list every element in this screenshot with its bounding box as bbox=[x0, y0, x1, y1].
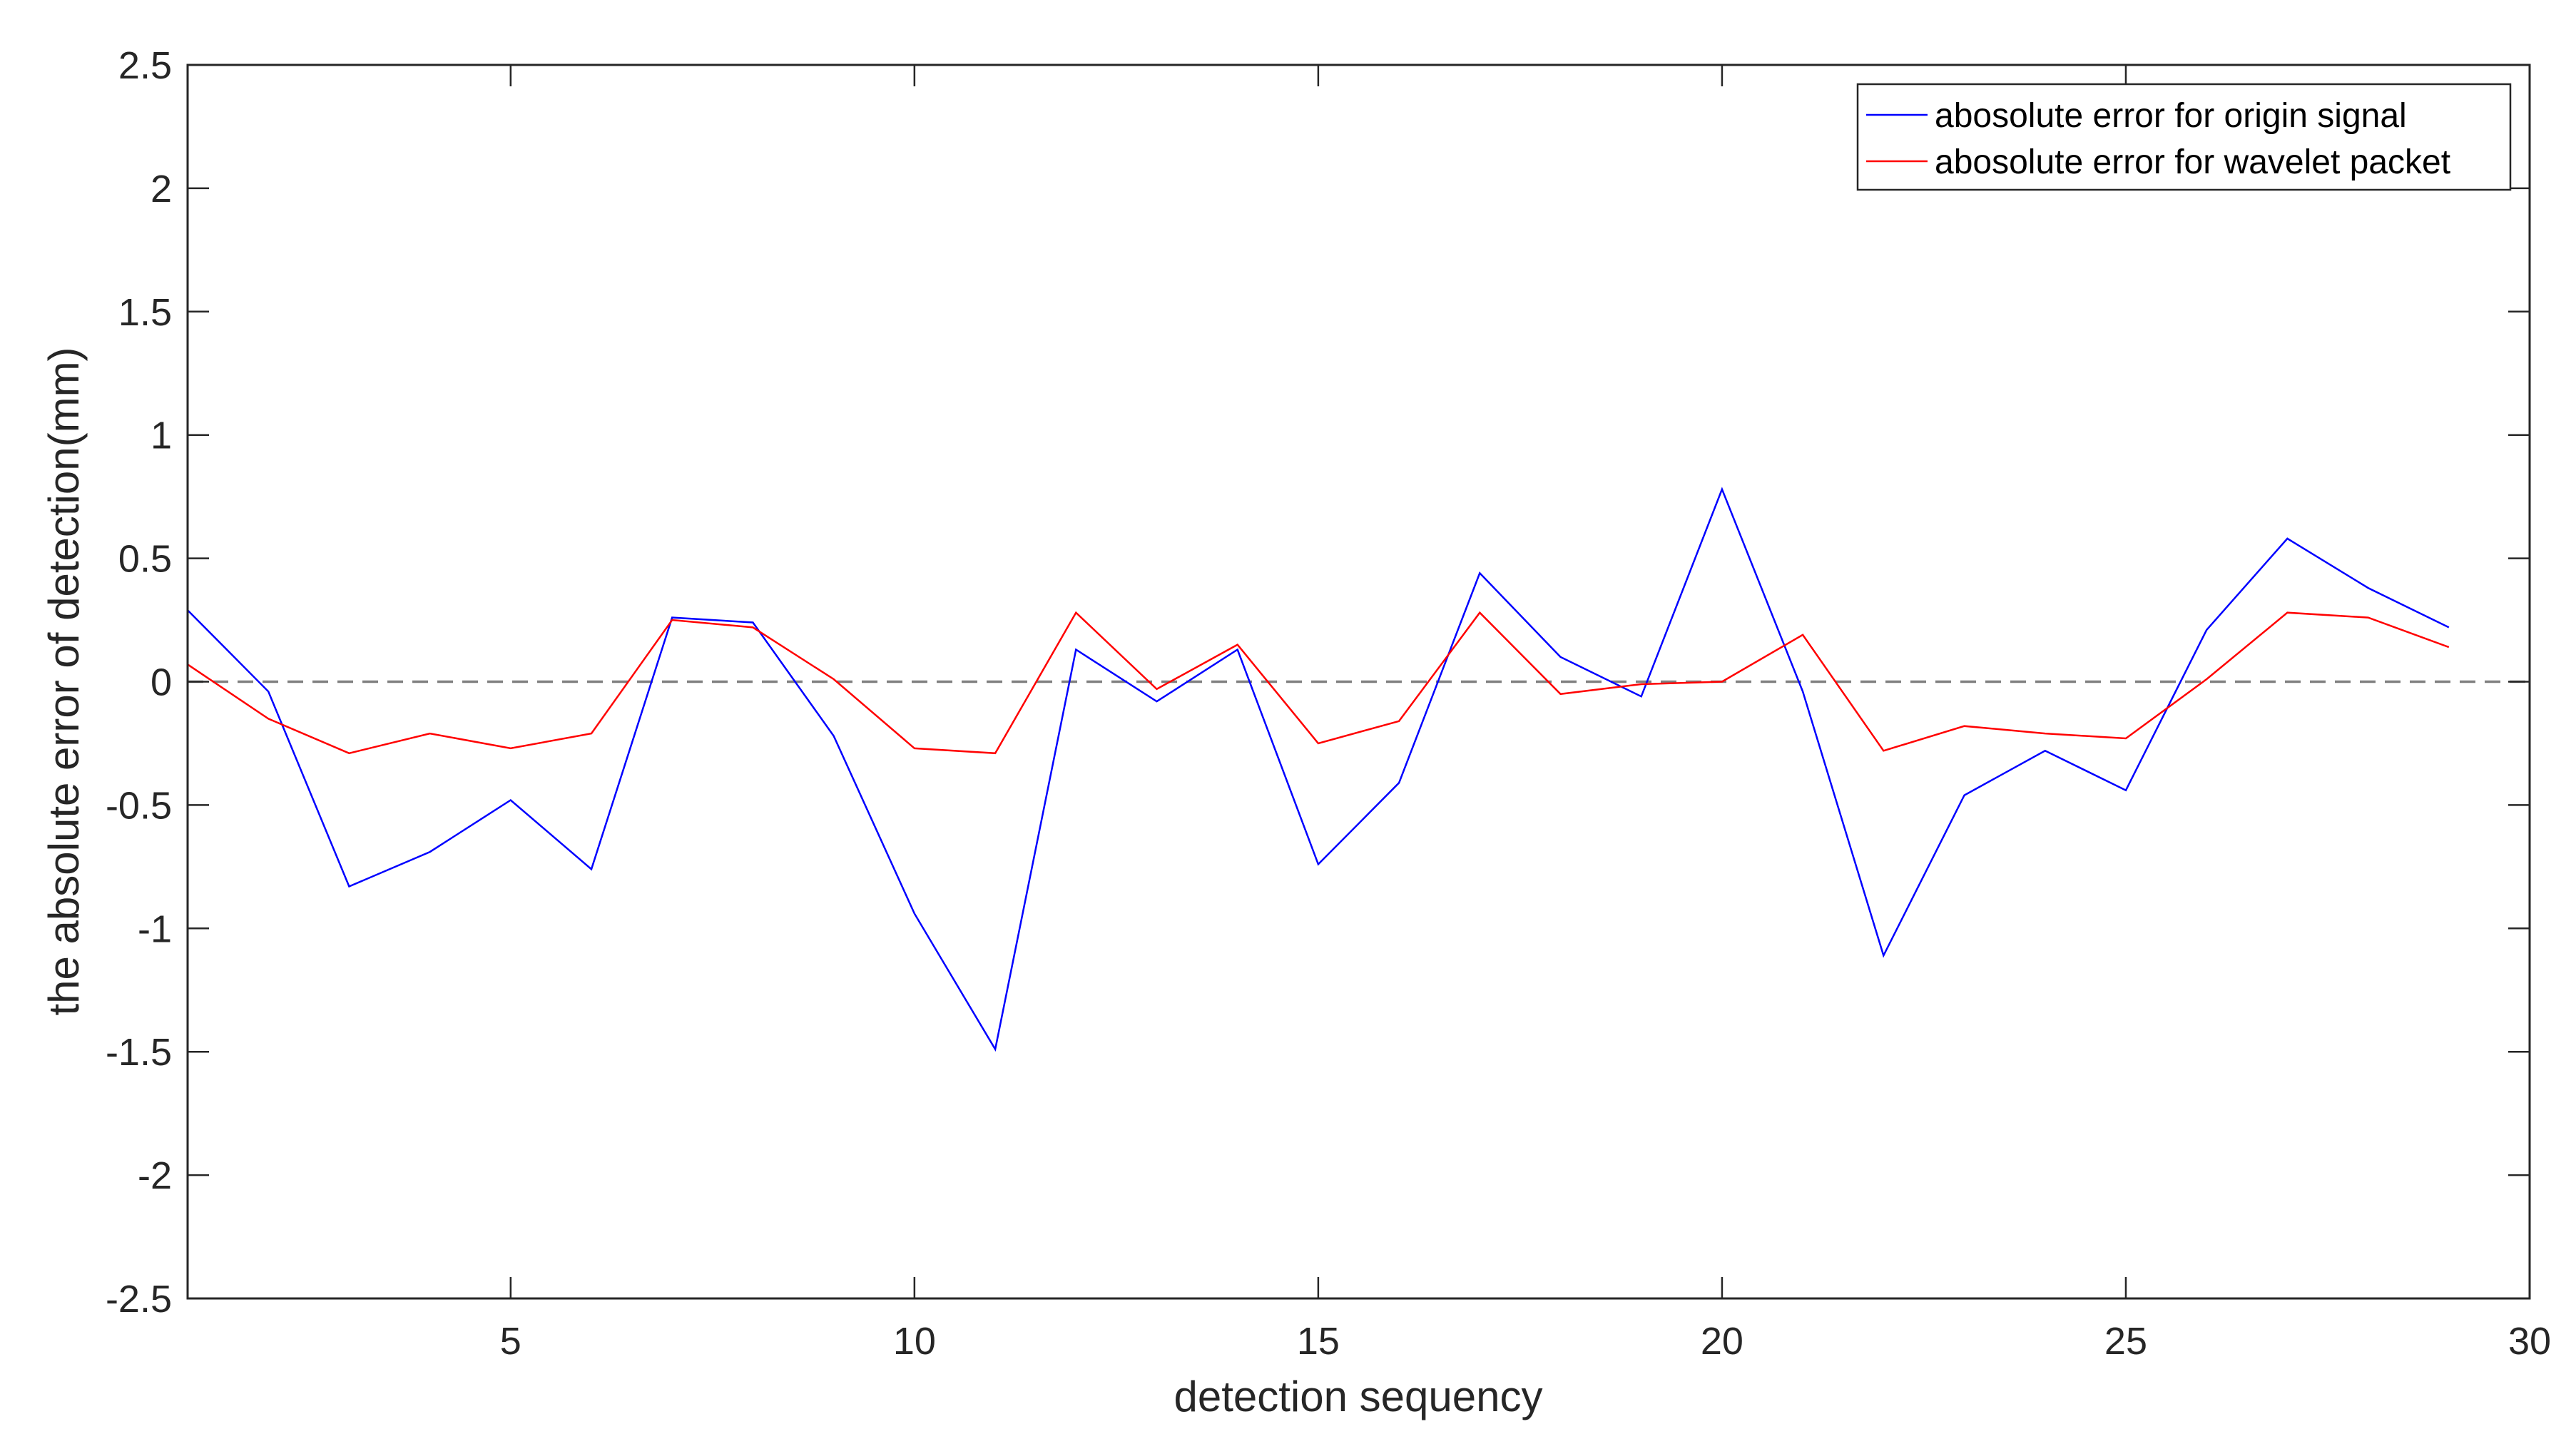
y-tick-label: 2 bbox=[151, 168, 172, 210]
series-line-abosolute-error-for-origin-signal bbox=[187, 487, 2450, 1052]
y-tick-label: -1 bbox=[138, 907, 172, 950]
y-tick-label: -2.5 bbox=[106, 1278, 172, 1321]
y-tick-label: 0.5 bbox=[118, 538, 172, 581]
legend-label-origin-signal: abosolute error for origin signal bbox=[1935, 97, 2407, 135]
legend-box bbox=[1856, 83, 2512, 191]
x-tick-label: 25 bbox=[2104, 1320, 2147, 1363]
legend-label-wavelet-packet: abosolute error for wavelet packet bbox=[1935, 143, 2450, 181]
x-axis-label: detection sequency bbox=[1174, 1373, 1542, 1420]
x-tick-label: 10 bbox=[893, 1320, 936, 1363]
series-line-abosolute-error-for-wavelet-packet bbox=[187, 611, 2450, 755]
x-tick-label: 20 bbox=[1701, 1320, 1743, 1363]
x-tick-label: 30 bbox=[2508, 1320, 2551, 1363]
y-tick-label: -0.5 bbox=[106, 784, 172, 827]
x-tick-label: 15 bbox=[1297, 1320, 1340, 1363]
y-tick-label: 1 bbox=[151, 415, 172, 457]
y-tick-label: 1.5 bbox=[118, 291, 172, 334]
y-tick-label: -2 bbox=[138, 1154, 172, 1197]
y-tick-label: 0 bbox=[151, 661, 172, 704]
y-tick-label: -1.5 bbox=[106, 1031, 172, 1074]
legend: abosolute error for origin signal abosol… bbox=[1856, 83, 2512, 191]
y-axis-label: the absolute error of detection(mm) bbox=[40, 347, 88, 1015]
x-tick-label: 5 bbox=[500, 1320, 521, 1363]
y-tick-label: 2.5 bbox=[118, 44, 172, 87]
